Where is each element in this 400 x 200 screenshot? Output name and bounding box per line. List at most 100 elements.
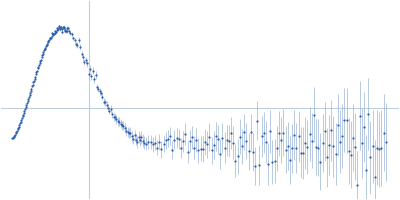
Point — [80, 56, 86, 59]
Point — [243, 139, 250, 143]
Point — [58, 26, 64, 29]
Point — [55, 25, 62, 28]
Point — [138, 136, 145, 139]
Point — [76, 38, 82, 42]
Point — [352, 145, 358, 148]
Point — [133, 138, 139, 141]
Point — [57, 27, 63, 31]
Point — [37, 60, 44, 63]
Point — [304, 145, 310, 148]
Point — [62, 30, 68, 33]
Point — [254, 119, 260, 122]
Point — [330, 144, 337, 148]
Point — [24, 101, 30, 104]
Point — [64, 30, 70, 33]
Point — [208, 149, 215, 152]
Point — [162, 139, 169, 142]
Point — [78, 53, 85, 56]
Point — [38, 56, 45, 59]
Point — [31, 77, 38, 80]
Point — [36, 63, 42, 66]
Point — [234, 155, 241, 158]
Point — [137, 138, 143, 142]
Point — [43, 43, 50, 46]
Point — [72, 39, 78, 42]
Point — [62, 29, 69, 32]
Point — [140, 139, 146, 142]
Point — [363, 169, 369, 172]
Point — [341, 119, 348, 122]
Point — [228, 131, 234, 135]
Point — [263, 140, 269, 144]
Point — [41, 49, 47, 52]
Point — [22, 105, 29, 109]
Point — [343, 119, 350, 122]
Point — [45, 41, 51, 44]
Point — [120, 124, 126, 127]
Point — [30, 83, 36, 87]
Point — [119, 124, 125, 127]
Point — [53, 30, 59, 34]
Point — [67, 31, 74, 34]
Point — [11, 134, 18, 137]
Point — [134, 140, 140, 143]
Point — [174, 136, 180, 139]
Point — [278, 138, 284, 141]
Point — [217, 153, 224, 156]
Point — [200, 147, 206, 151]
Point — [339, 134, 345, 137]
Point — [195, 149, 202, 152]
Point — [193, 139, 200, 142]
Point — [60, 26, 67, 29]
Point — [282, 148, 289, 151]
Point — [145, 141, 152, 144]
Point — [88, 75, 94, 78]
Point — [169, 149, 176, 152]
Point — [92, 73, 99, 77]
Point — [21, 111, 27, 114]
Point — [293, 147, 300, 150]
Point — [64, 27, 70, 30]
Point — [63, 30, 69, 33]
Point — [326, 143, 332, 146]
Point — [9, 137, 16, 140]
Point — [52, 31, 58, 35]
Point — [52, 30, 58, 33]
Point — [85, 72, 92, 75]
Point — [206, 135, 212, 139]
Point — [372, 175, 378, 179]
Point — [26, 94, 33, 97]
Point — [258, 135, 265, 138]
Point — [291, 133, 298, 137]
Point — [24, 99, 31, 103]
Point — [46, 38, 52, 41]
Point — [23, 104, 30, 107]
Point — [370, 145, 376, 148]
Point — [265, 162, 271, 166]
Point — [73, 43, 79, 46]
Point — [171, 138, 178, 142]
Point — [269, 160, 276, 163]
Point — [219, 137, 226, 140]
Point — [46, 37, 53, 40]
Point — [39, 54, 45, 57]
Point — [335, 123, 341, 126]
Point — [22, 107, 28, 110]
Point — [47, 36, 54, 39]
Point — [108, 108, 114, 111]
Point — [48, 37, 54, 40]
Point — [367, 156, 374, 159]
Point — [322, 130, 328, 133]
Point — [354, 183, 361, 186]
Point — [224, 139, 230, 142]
Point — [42, 48, 48, 51]
Point — [16, 123, 23, 126]
Point — [311, 113, 317, 116]
Point — [31, 79, 37, 83]
Point — [198, 147, 204, 150]
Point — [319, 142, 326, 145]
Point — [33, 73, 39, 76]
Point — [106, 109, 113, 112]
Point — [26, 95, 32, 99]
Point — [315, 146, 322, 149]
